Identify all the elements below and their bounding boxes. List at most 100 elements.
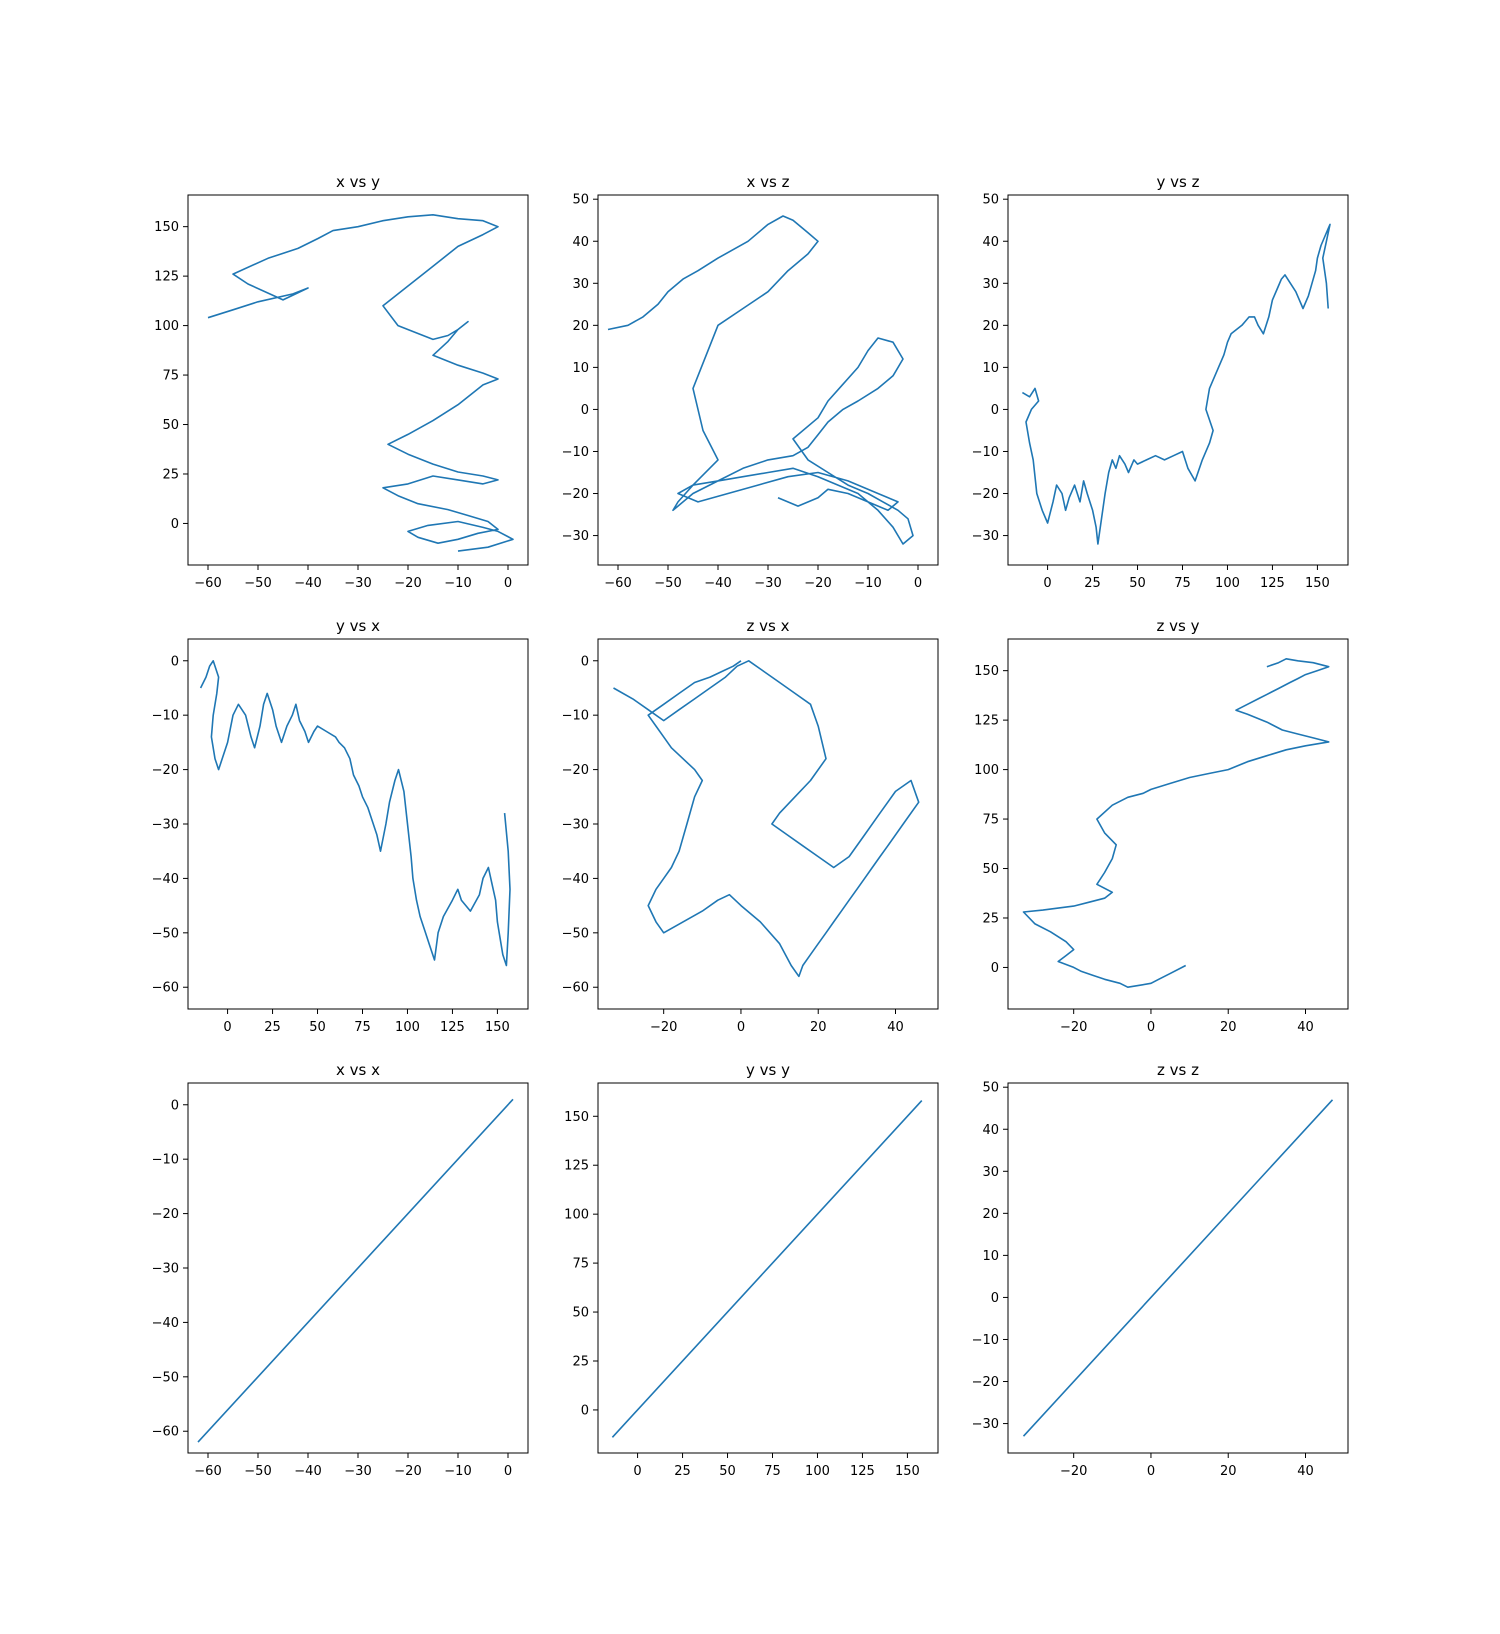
x-tick-label: −10 (854, 576, 881, 591)
axes-frame (1007, 194, 1349, 566)
subplot-1: −60 −50 −40 −30 −20 −10 0 0 25 50 75 100 125 150 x vs … (154, 173, 529, 591)
x-tick-label: 0 (1147, 1464, 1155, 1479)
y-tick-label: −30 (972, 529, 999, 544)
y-tick-label: 25 (982, 911, 999, 926)
y-tick-label: 125 (154, 270, 179, 285)
y-tick-label: −40 (152, 1316, 179, 1331)
series-line-9-1 (1022, 1099, 1334, 1437)
x-tick-label: 0 (504, 1464, 512, 1479)
subplot-6: −20 0 20 40 0 25 50 75 100 125 150 z vs y (974, 617, 1349, 1035)
y-tick-label: 50 (982, 862, 999, 877)
y-tick-label: 0 (171, 1098, 179, 1113)
y-tick-label: 20 (572, 319, 589, 334)
x-tick-label: 100 (1215, 576, 1240, 591)
y-tick-label: −10 (562, 709, 589, 724)
x-tick-label: 150 (485, 1020, 510, 1035)
y-tick-label: 0 (991, 1291, 999, 1306)
y-tick-label: 50 (572, 193, 589, 208)
series-line-8-1 (611, 1100, 923, 1438)
y-tick-label: −10 (972, 1333, 999, 1348)
x-tick-label: 150 (1305, 576, 1330, 591)
x-tick-label: 100 (395, 1020, 420, 1035)
x-tick-label: 25 (674, 1464, 691, 1479)
y-tick-label: 30 (982, 277, 999, 292)
x-tick-label: −40 (294, 1464, 321, 1479)
y-tick-label: 0 (171, 654, 179, 669)
x-tick-label: 125 (440, 1020, 465, 1035)
y-tick-label: 150 (974, 664, 999, 679)
axes-frame (1007, 638, 1349, 1010)
x-tick-label: 75 (354, 1020, 371, 1035)
y-tick-label: 75 (572, 1257, 589, 1272)
y-tick-label: 10 (572, 361, 589, 376)
subplot-7: −60 −50 −40 −30 −20 −10 0 −60 −50 −40 −30 −20 −10 0 x … (152, 1061, 529, 1479)
x-tick-label: −50 (654, 576, 681, 591)
x-tick-label: 150 (895, 1464, 920, 1479)
subplot-3: 0 25 50 75 100 125 150 −30 −20 −10 0 10 20 30 40 50 y vs… (972, 173, 1349, 591)
x-tick-label: −30 (344, 576, 371, 591)
x-tick-label: −60 (604, 576, 631, 591)
x-tick-label: 40 (887, 1020, 904, 1035)
x-tick-label: −30 (754, 576, 781, 591)
axes-frame (1007, 1082, 1349, 1454)
y-tick-label: 75 (162, 369, 179, 384)
x-tick-label: 0 (1043, 576, 1051, 591)
subplot-title: y vs y (746, 1061, 790, 1079)
x-tick-label: 0 (1147, 1020, 1155, 1035)
series-line-1-1 (207, 214, 514, 552)
x-tick-label: 75 (764, 1464, 781, 1479)
x-tick-label: 100 (805, 1464, 830, 1479)
y-tick-label: −20 (562, 487, 589, 502)
y-tick-label: 100 (154, 319, 179, 334)
x-tick-label: 0 (504, 576, 512, 591)
x-tick-label: −10 (444, 576, 471, 591)
subplot-title: z vs x (747, 617, 790, 635)
subplot-9: −20 0 20 40 −30 −20 −10 0 10 20 30 40 50 z vs z (972, 1061, 1349, 1479)
x-tick-label: 20 (1220, 1464, 1237, 1479)
y-tick-label: 75 (982, 813, 999, 828)
axes-frame (187, 194, 529, 566)
y-tick-label: −30 (152, 818, 179, 833)
subplot-8: 0 25 50 75 100 125 150 0 25 50 75 100 125 150 y vs y (564, 1061, 939, 1479)
series-line-7-1 (197, 1098, 514, 1443)
y-tick-label: 100 (564, 1208, 589, 1223)
y-tick-label: −10 (152, 709, 179, 724)
y-tick-label: 0 (581, 1403, 589, 1418)
series-line-2-1 (607, 215, 914, 545)
y-tick-label: −30 (152, 1262, 179, 1277)
y-tick-label: −60 (152, 1425, 179, 1440)
x-tick-label: −40 (294, 576, 321, 591)
x-tick-label: 125 (1260, 576, 1285, 591)
subplot-title: z vs z (1157, 1061, 1199, 1079)
y-tick-label: 50 (982, 193, 999, 208)
subplot-5: −20 0 20 40 −60 −50 −40 −30 −20 −10 0 z vs x (562, 617, 939, 1035)
x-tick-label: 50 (1129, 576, 1146, 591)
y-tick-label: 0 (171, 517, 179, 532)
y-tick-label: 40 (572, 235, 589, 250)
y-tick-label: −60 (152, 981, 179, 996)
x-tick-label: 50 (719, 1464, 736, 1479)
y-tick-label: 20 (982, 319, 999, 334)
x-tick-label: −60 (194, 576, 221, 591)
y-tick-label: −20 (562, 763, 589, 778)
x-tick-label: −60 (194, 1464, 221, 1479)
x-tick-label: 0 (914, 576, 922, 591)
y-tick-label: 0 (991, 403, 999, 418)
x-tick-label: 125 (850, 1464, 875, 1479)
y-tick-label: −20 (152, 1207, 179, 1222)
subplot-4: 0 25 50 75 100 125 150 −60 −50 −40 −30 −20 −10 0 y vs … (152, 617, 529, 1035)
y-tick-label: 100 (974, 763, 999, 778)
y-tick-label: −20 (972, 487, 999, 502)
x-tick-label: −40 (704, 576, 731, 591)
y-tick-label: 0 (991, 961, 999, 976)
axes-frame (597, 638, 939, 1010)
x-tick-label: −10 (444, 1464, 471, 1479)
y-tick-label: 50 (162, 418, 179, 433)
y-tick-label: 40 (982, 235, 999, 250)
x-tick-label: −20 (1060, 1020, 1087, 1035)
y-tick-label: 25 (162, 467, 179, 482)
y-tick-label: 10 (982, 361, 999, 376)
x-tick-label: −30 (344, 1464, 371, 1479)
series-line-4-1 (199, 659, 511, 967)
